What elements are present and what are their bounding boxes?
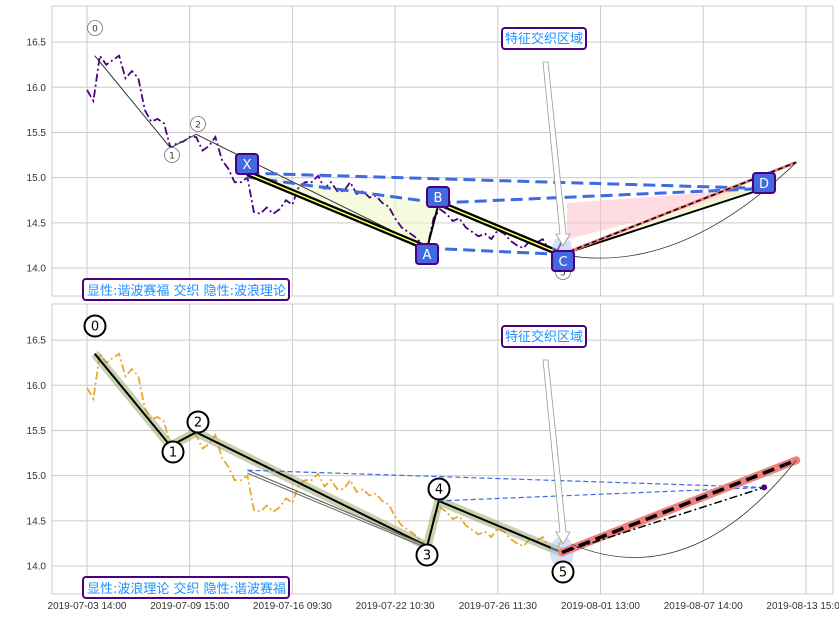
harmonic-leg	[561, 187, 765, 256]
y-tick-label: 16.0	[27, 381, 47, 392]
harmonic-label-X: X	[243, 158, 252, 173]
wave-marker-1	[161, 440, 185, 464]
pattern-label: 显性:波浪理论 交织 隐性:谐波赛福	[87, 581, 286, 597]
harmonic-leg-inner	[438, 202, 563, 256]
blue-dashed-line	[247, 469, 765, 488]
x-tick-label: 2019-07-16 09:30	[253, 601, 332, 612]
panel-top: 14.0 14.5 15.0 15.5 16.0 16.5 0 1 2 5 X A B C D 特征交织区域显…	[27, 5, 834, 301]
wave-label-4: 4	[435, 483, 443, 498]
harmonic-marker-X	[235, 153, 259, 175]
wave-label-3: 3	[423, 549, 431, 564]
wave-marker-1	[164, 147, 180, 163]
harmonic-label-C: C	[558, 255, 567, 270]
harmonic-marker-D	[752, 172, 776, 194]
x-tick-label: 2019-07-22 10:30	[356, 601, 435, 612]
pattern-label: 显性:谐波赛福 交织 隐性:波浪理论	[87, 283, 286, 299]
wave-label-1: 1	[169, 152, 175, 162]
wave-marker-3	[415, 543, 439, 567]
wave-marker-0	[83, 314, 107, 338]
wave-marker-2	[186, 410, 210, 434]
wave-marker-4	[427, 477, 451, 501]
x-tick-label: 2019-07-26 11:30	[459, 601, 538, 612]
panel-bottom: 14.0 14.5 15.0 15.5 16.0 16.5 0 1 2 3 4 5 特征交织区域显性:波…	[27, 303, 834, 599]
zone-arrow	[542, 359, 571, 545]
y-tick-label: 14.0	[27, 263, 47, 274]
projection-dashed-line	[561, 458, 797, 555]
wave-label-5: 5	[559, 566, 567, 581]
y-tick-label: 15.5	[27, 128, 47, 139]
x-tick-label: 2019-07-03 14:00	[48, 601, 127, 612]
gray-line	[247, 469, 428, 547]
wave-label-0: 0	[92, 25, 98, 35]
wave-line	[93, 353, 563, 554]
y-tick-label: 16.5	[27, 336, 47, 347]
target-point	[761, 484, 768, 491]
harmonic-marker-B	[426, 186, 450, 208]
harmonic-leg	[426, 202, 440, 249]
y-tick-label: 16.0	[27, 83, 47, 94]
y-tick-label: 14.5	[27, 516, 47, 527]
harmonic-label-B: B	[434, 191, 443, 206]
ac-dashed-line	[427, 246, 563, 256]
y-tick-label: 14.0	[27, 561, 47, 572]
y-tick-label: 14.5	[27, 218, 47, 229]
wave-label-5: 5	[560, 269, 566, 279]
wave-marker-0	[87, 20, 103, 36]
y-tick-label: 15.0	[27, 173, 47, 184]
zone-arrow	[542, 61, 571, 247]
x-tick-label: 2019-08-01 13:00	[561, 601, 640, 612]
harmonic-label-D: D	[759, 177, 769, 192]
wave-marker-5	[551, 560, 575, 584]
xd-dashed-line	[247, 171, 765, 190]
y-tick-label: 15.5	[27, 426, 47, 437]
zone-label-box	[501, 325, 587, 348]
harmonic-leg-inner	[247, 172, 428, 249]
y-tick-label: 15.0	[27, 471, 47, 482]
x-tick-label: 2019-08-13 15:00	[766, 601, 839, 612]
price-line	[86, 351, 563, 554]
harmonic-marker-A	[415, 243, 439, 265]
blue-dashed-line	[438, 486, 765, 502]
wave-label-2: 2	[194, 416, 202, 431]
harmonic-label-A: A	[423, 248, 432, 263]
x-tick-label: 2019-07-09 15:00	[150, 601, 229, 612]
wave-line	[94, 55, 428, 249]
wave-label-1: 1	[169, 446, 177, 461]
x-tick-label: 2019-08-07 14:00	[664, 601, 743, 612]
gray-line	[247, 472, 428, 549]
pattern-label-box	[82, 576, 290, 599]
y-tick-label: 16.5	[27, 38, 47, 49]
zone-label: 特征交织区域	[505, 31, 583, 47]
pattern-label-box	[82, 278, 290, 301]
bd-dashed-line	[438, 186, 765, 205]
harmonic-marker-C	[551, 250, 575, 272]
zone-label-box	[501, 27, 587, 50]
xb-dashed-line	[247, 175, 439, 205]
target-dashdot-line	[561, 486, 765, 554]
wave-label-0: 0	[91, 320, 99, 335]
zone-label: 特征交织区域	[505, 329, 583, 345]
projection-arc	[571, 460, 797, 558]
wave-label-2: 2	[195, 121, 201, 131]
wave-marker-2	[190, 116, 206, 132]
